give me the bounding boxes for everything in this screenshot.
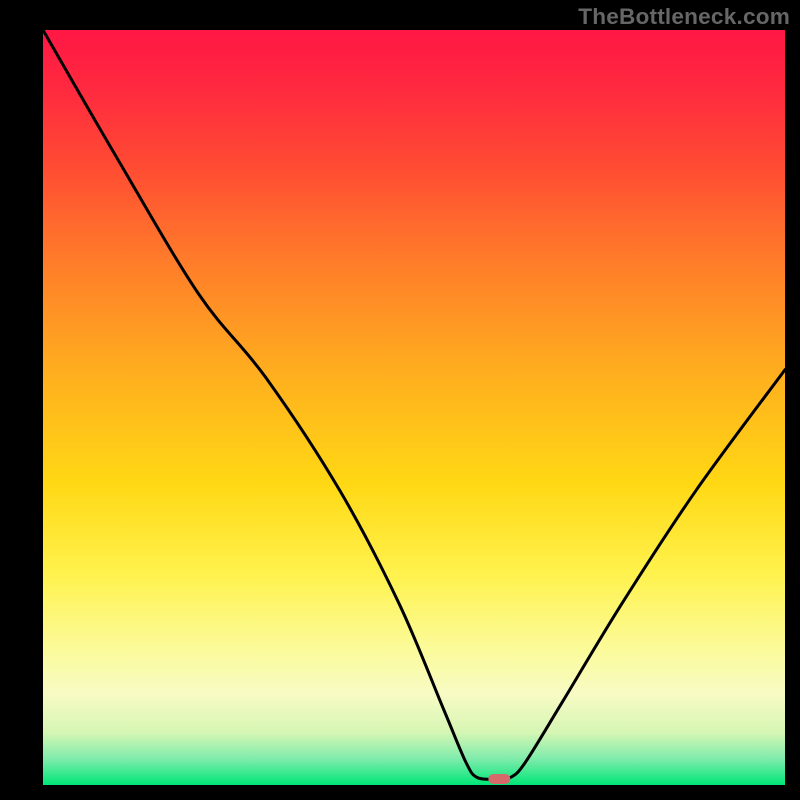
optimal-point-marker: [488, 774, 510, 784]
watermark-text: TheBottleneck.com: [578, 4, 790, 30]
chart-container: TheBottleneck.com: [0, 0, 800, 800]
gradient-chart: [0, 0, 800, 800]
plot-background-gradient: [43, 30, 785, 785]
